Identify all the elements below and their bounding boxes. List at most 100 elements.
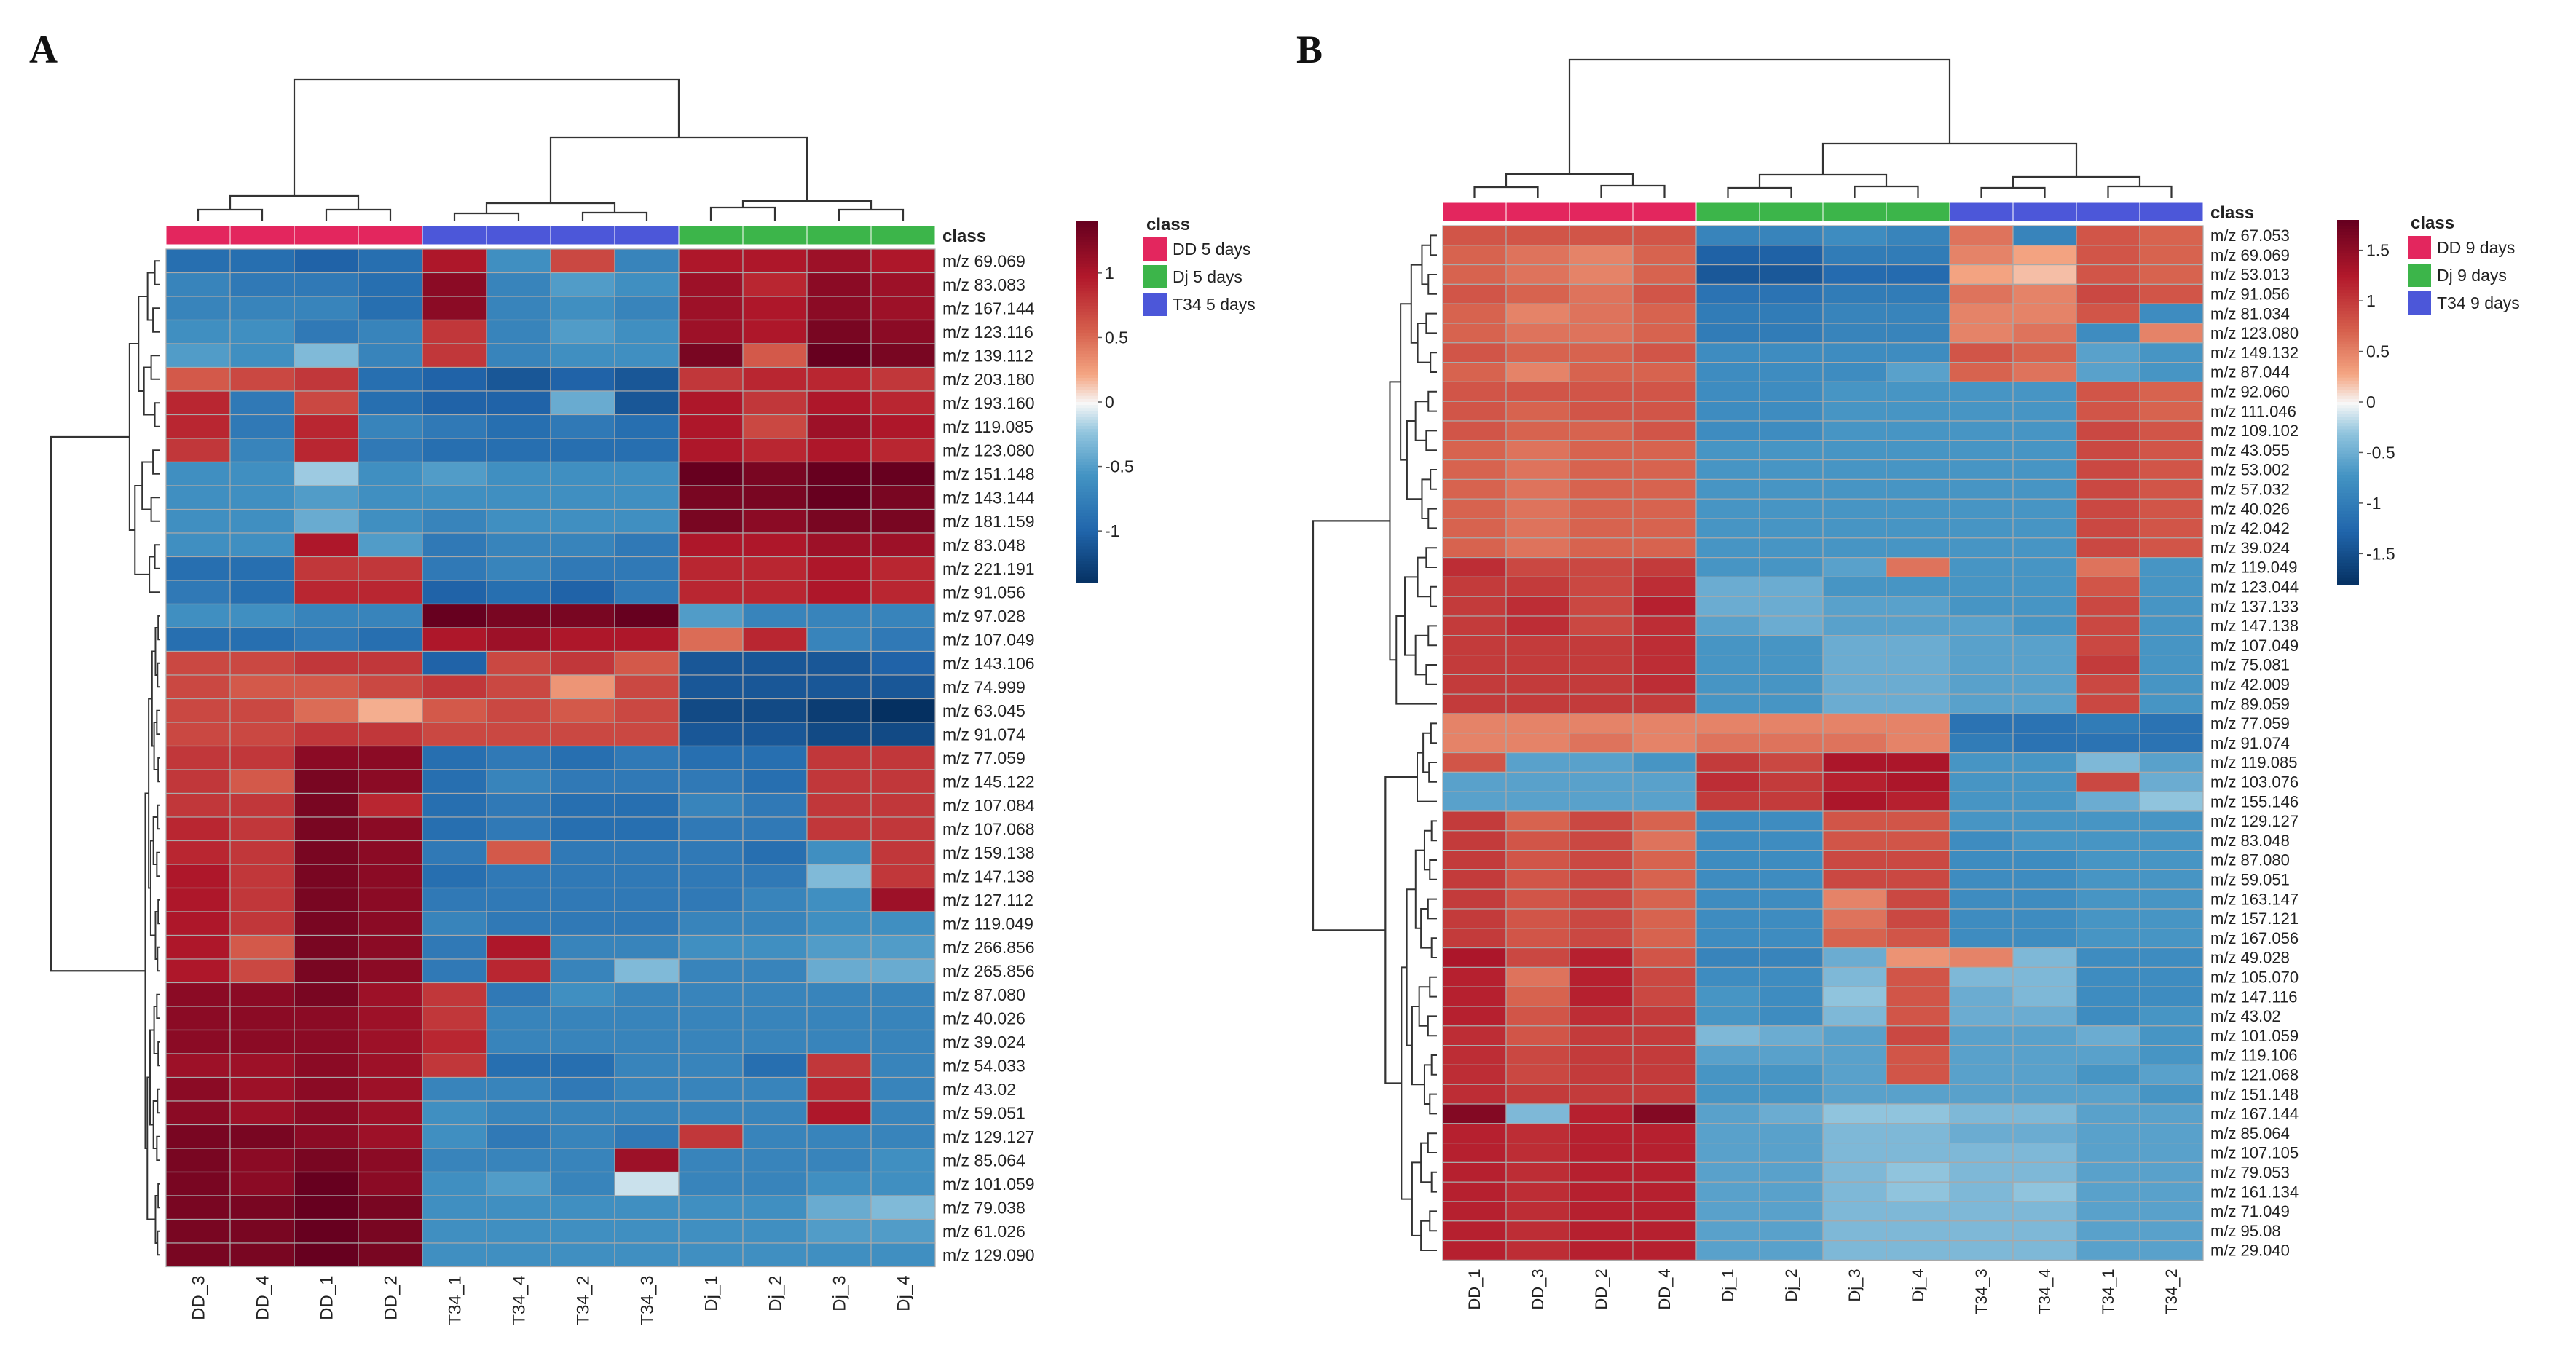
- heatmap-cell: [550, 816, 615, 842]
- heatmap-cell: [1569, 674, 1634, 695]
- colorbar-segment: [1076, 507, 1098, 511]
- heatmap-cell: [2076, 342, 2140, 363]
- heatmap-cell: [614, 580, 680, 605]
- heatmap-cell: [1569, 225, 1634, 246]
- heatmap-cell: [165, 627, 231, 652]
- row-label: m/z 129.127: [942, 1127, 1035, 1146]
- heatmap-cell: [165, 934, 231, 960]
- row-label: m/z 137.133: [2210, 597, 2299, 615]
- heatmap-cell: [229, 650, 295, 676]
- heatmap-cell: [614, 1171, 680, 1196]
- heatmap-cell: [1505, 869, 1570, 890]
- colorbar-segment: [1076, 332, 1098, 337]
- heatmap-cell: [2012, 225, 2077, 246]
- heatmap-cell: [1949, 459, 2014, 480]
- heatmap-cell: [422, 650, 487, 676]
- column-dendrogram-branch: [1854, 185, 1919, 198]
- heatmap-cell: [742, 1053, 808, 1078]
- colorbar-segment: [1076, 483, 1098, 487]
- colorbar-segment: [2337, 253, 2359, 257]
- heatmap-cell: [294, 343, 359, 368]
- heatmap-cell: [358, 319, 423, 344]
- heatmap-cell: [1632, 518, 1697, 539]
- row-label: m/z 42.009: [2210, 676, 2290, 694]
- heatmap-cell: [294, 627, 359, 652]
- heatmap-cell: [1632, 225, 1697, 246]
- heatmap-cell: [422, 1076, 487, 1102]
- heatmap-cell: [2139, 713, 2204, 734]
- colorbar-segment: [2337, 229, 2359, 233]
- heatmap-cell: [870, 745, 936, 770]
- heatmap-cell: [1949, 1220, 2014, 1242]
- heatmap-cell: [229, 792, 295, 818]
- heatmap-cell: [2076, 986, 2140, 1007]
- heatmap-cell: [2012, 1064, 2077, 1085]
- heatmap-cell: [806, 1218, 872, 1244]
- heatmap-cell: [1949, 323, 2014, 344]
- heatmap-cell: [806, 438, 872, 463]
- column-label: DD_2: [381, 1276, 401, 1320]
- heatmap-cell: [1759, 869, 1824, 890]
- heatmap-cell: [870, 1195, 936, 1220]
- column-dendrogram-branch: [549, 136, 808, 203]
- heatmap-cell: [1632, 849, 1697, 870]
- heatmap-cell: [422, 438, 487, 463]
- heatmap-cell: [1822, 420, 1887, 441]
- heatmap-cell: [422, 580, 487, 605]
- colorbar-segment: [1076, 323, 1098, 328]
- class-cell: [1695, 202, 1760, 222]
- heatmap-cell: [2076, 518, 2140, 539]
- heatmap-cell: [294, 674, 359, 700]
- heatmap-cell: [1822, 733, 1887, 754]
- row-dendrogram-branch: [1414, 849, 1425, 929]
- heatmap-cell: [1632, 1025, 1697, 1046]
- heatmap-cell: [1632, 1142, 1697, 1163]
- heatmap-cell: [1949, 401, 2014, 422]
- heatmap-cell: [1505, 830, 1570, 851]
- heatmap-cell: [870, 840, 936, 865]
- heatmap-cell: [229, 1006, 295, 1031]
- heatmap-cell: [1505, 420, 1570, 441]
- heatmap-cell: [1442, 1201, 1507, 1222]
- heatmap-cell: [229, 1100, 295, 1126]
- heatmap-cell: [678, 745, 744, 770]
- colorbar-segment: [1076, 390, 1098, 394]
- colorbar-segment: [2337, 268, 2359, 272]
- heatmap-cell: [486, 769, 551, 794]
- heatmap-cell: [1949, 771, 2014, 792]
- heatmap-cell: [1695, 283, 1760, 304]
- heatmap-cell: [2012, 420, 2077, 441]
- heatmap-cell: [2139, 1064, 2204, 1085]
- heatmap-cell: [550, 745, 615, 770]
- heatmap-cell: [1886, 1161, 1950, 1183]
- legend-label: DD 5 days: [1173, 240, 1250, 259]
- colorbar-segment: [1076, 555, 1098, 559]
- heatmap-cell: [550, 508, 615, 534]
- row-dendrogram-branch: [1414, 634, 1429, 676]
- colorbar-tick-label: -0.5: [1105, 457, 1134, 476]
- heatmap-cell: [1759, 323, 1824, 344]
- heatmap-cell: [1695, 713, 1760, 734]
- colorbar-segment: [2337, 575, 2359, 579]
- colorbar-segment: [2337, 526, 2359, 530]
- row-dendrogram-branch: [1430, 234, 1437, 256]
- heatmap-cell: [1822, 303, 1887, 324]
- colorbar-segment: [1076, 221, 1098, 226]
- colorbar-segment: [1076, 528, 1098, 532]
- row-dendrogram-branch: [1421, 244, 1431, 285]
- column-dendrogram-branch: [1473, 186, 1539, 198]
- colorbar-segment: [2337, 486, 2359, 491]
- heatmap-cell: [870, 911, 936, 936]
- heatmap-cell: [870, 1029, 936, 1054]
- heatmap-cell: [742, 840, 808, 865]
- heatmap-cell: [1886, 245, 1950, 266]
- heatmap-cell: [229, 627, 295, 652]
- heatmap-cell: [229, 438, 295, 463]
- colorbar-segment: [2337, 435, 2359, 439]
- heatmap-cell: [2139, 1239, 2204, 1261]
- heatmap-cell: [806, 1076, 872, 1102]
- heatmap-cell: [422, 296, 487, 321]
- heatmap-cell: [294, 1195, 359, 1220]
- legend-title: class: [2411, 213, 2454, 233]
- colorbar-segment: [1076, 342, 1098, 346]
